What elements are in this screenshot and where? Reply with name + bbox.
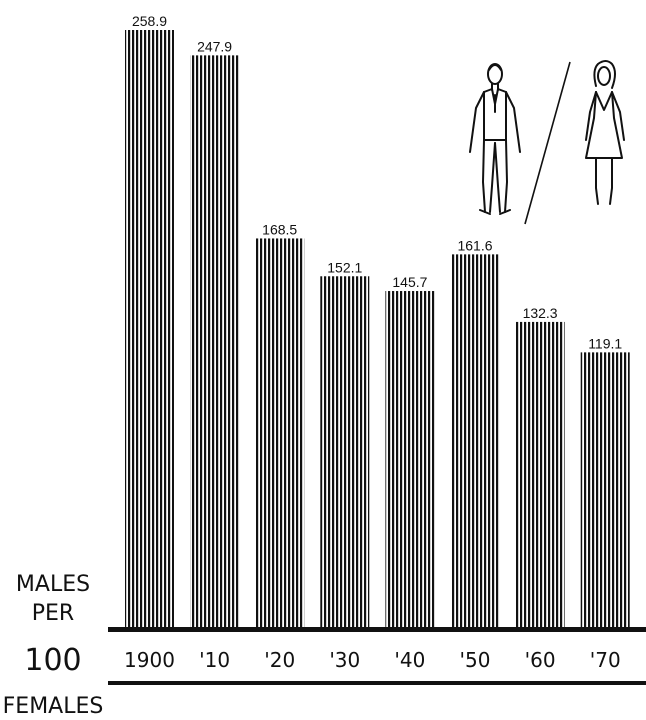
bar-1 — [190, 55, 240, 628]
value-label-6: 132.3 — [523, 305, 558, 321]
bar-0 — [125, 30, 174, 627]
tick-label-7: '70 — [590, 648, 621, 672]
tick-label-2: '20 — [264, 648, 295, 672]
tick-labels-group: 1900 '10 '20 '30 '40 '50 '60 '70 — [124, 648, 621, 672]
value-label-1: 247.9 — [197, 38, 232, 54]
tick-label-1: '10 — [199, 648, 230, 672]
bar-4 — [385, 291, 435, 627]
bar-7 — [580, 352, 630, 627]
bar-3 — [320, 276, 370, 627]
tick-label-3: '30 — [329, 648, 360, 672]
value-label-0: 258.9 — [132, 13, 167, 29]
value-label-3: 152.1 — [327, 259, 362, 275]
bottom-rule — [108, 681, 646, 685]
tick-label-5: '50 — [460, 648, 491, 672]
bar-2 — [255, 238, 305, 627]
male-figure-icon — [469, 63, 521, 215]
ylabel-line-1: MALES — [16, 572, 90, 597]
value-labels-group: 258.9 247.9 168.5 152.1 145.7 161.6 132.3 119.1 — [132, 13, 622, 351]
ylabel-line-4: FEMALES — [3, 694, 104, 719]
tick-label-4: '40 — [394, 648, 425, 672]
bars-group — [125, 30, 630, 628]
tick-label-6: '60 — [525, 648, 556, 672]
female-figure-icon — [585, 60, 625, 205]
bar-5 — [450, 254, 500, 628]
ylabel-line-3: 100 — [24, 643, 81, 678]
tick-label-0: 1900 — [124, 648, 175, 672]
value-label-7: 119.1 — [588, 335, 622, 351]
value-label-2: 168.5 — [262, 221, 297, 237]
slash-divider — [524, 61, 571, 225]
value-label-4: 145.7 — [392, 274, 427, 290]
ylabel-line-2: PER — [32, 601, 74, 626]
bar-6 — [515, 321, 565, 627]
value-label-5: 161.6 — [457, 237, 492, 253]
x-axis-line — [108, 627, 646, 632]
